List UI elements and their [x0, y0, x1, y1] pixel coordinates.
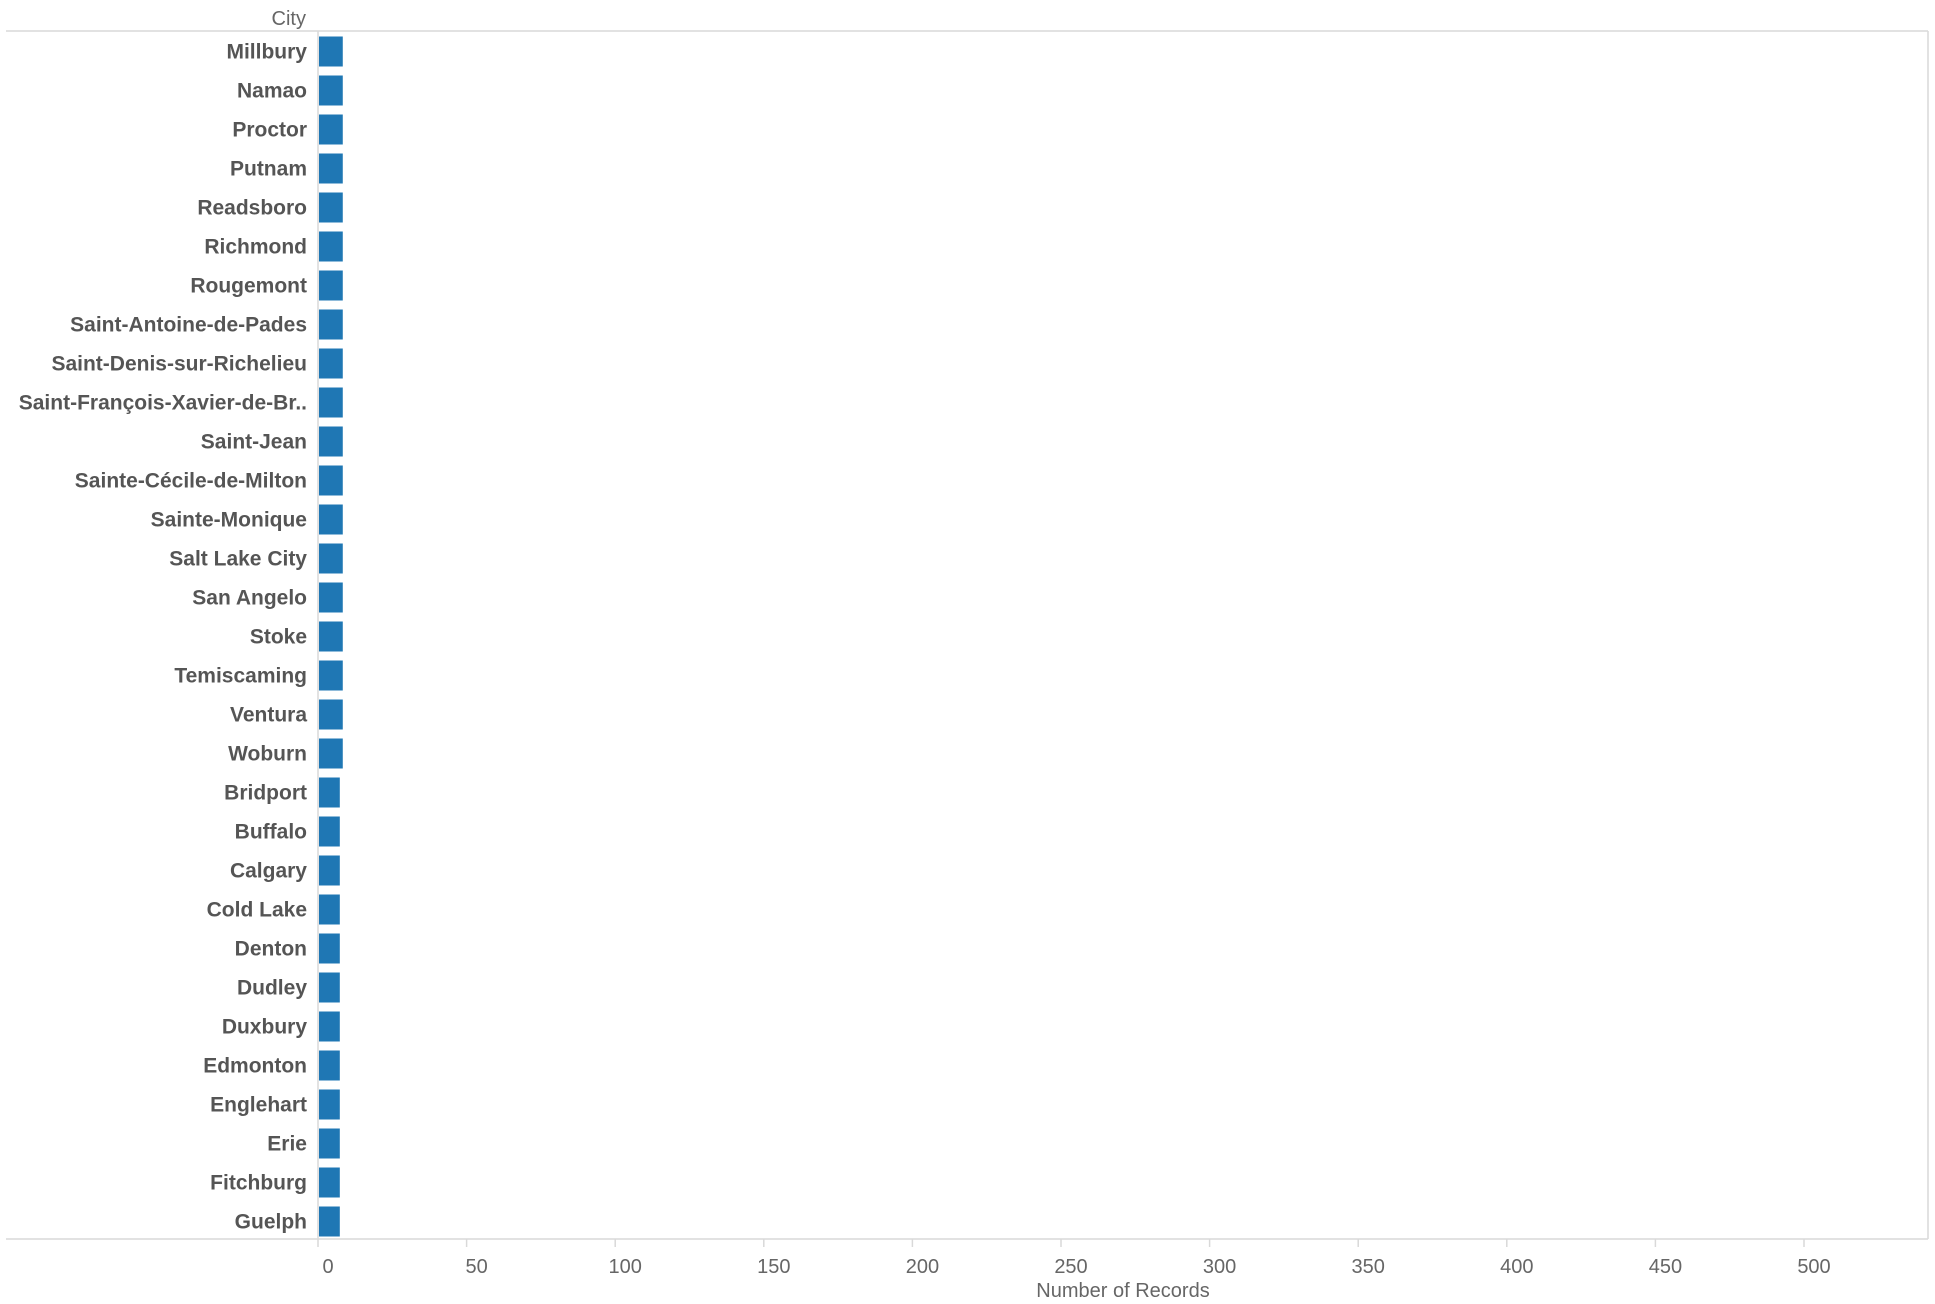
x-tick-label: 500: [1797, 1256, 1830, 1278]
bar[interactable]: [319, 36, 343, 67]
category-label: Edmonton: [203, 1055, 307, 1078]
bar[interactable]: [319, 75, 343, 106]
category-label: Saint-Denis-sur-Richelieu: [51, 353, 307, 376]
row-header-city: City: [272, 8, 306, 30]
bar[interactable]: [319, 504, 343, 535]
category-label: Saint-François-Xavier-de-Br..: [19, 392, 307, 415]
bar[interactable]: [319, 582, 343, 613]
x-tick-label: 350: [1352, 1256, 1385, 1278]
bar[interactable]: [319, 816, 340, 847]
category-label: Sainte-Cécile-de-Milton: [75, 470, 307, 493]
category-label: Richmond: [204, 236, 307, 259]
bar[interactable]: [319, 348, 343, 379]
x-tick-label: 200: [906, 1256, 939, 1278]
category-label: Bridport: [224, 782, 307, 805]
bar[interactable]: [319, 1050, 340, 1081]
category-label: Erie: [267, 1133, 307, 1156]
bar[interactable]: [319, 231, 343, 262]
bar[interactable]: [319, 153, 343, 184]
bar[interactable]: [319, 1011, 340, 1042]
category-label: Ventura: [230, 704, 307, 727]
bar[interactable]: [319, 660, 343, 691]
category-label: Fitchburg: [210, 1172, 307, 1195]
bar[interactable]: [319, 777, 340, 808]
bar[interactable]: [319, 972, 340, 1003]
category-label: Readsboro: [197, 197, 307, 220]
x-tick-label: 400: [1500, 1256, 1533, 1278]
x-ticks-group: 0 50 100 150 200 250 300 350 400 450 500: [317, 1239, 1831, 1278]
category-label: Calgary: [230, 860, 307, 883]
bar[interactable]: [319, 1206, 340, 1237]
category-label: Sainte-Monique: [151, 509, 307, 532]
x-tick-label: 300: [1203, 1256, 1236, 1278]
category-label: Stoke: [250, 626, 307, 649]
x-axis-title: Number of Records: [1036, 1280, 1209, 1302]
category-label: Proctor: [232, 119, 307, 142]
bar[interactable]: [319, 1089, 340, 1120]
category-label: Englehart: [210, 1094, 307, 1117]
bar[interactable]: [319, 387, 343, 418]
category-label: Dudley: [237, 977, 307, 1000]
category-label: Saint-Jean: [201, 431, 307, 454]
bar[interactable]: [319, 426, 343, 457]
category-label: Woburn: [228, 743, 307, 766]
x-tick-label: 250: [1054, 1256, 1087, 1278]
category-labels-group: Millbury Namao Proctor Putnam Readsboro Richm…: [19, 41, 308, 1234]
category-label: Putnam: [230, 158, 307, 181]
x-tick-label: 50: [465, 1256, 487, 1278]
category-label: Guelph: [235, 1211, 307, 1234]
category-label: Salt Lake City: [169, 548, 307, 571]
category-label: Namao: [237, 80, 307, 103]
x-tick-label: 150: [757, 1256, 790, 1278]
bar[interactable]: [319, 1167, 340, 1198]
category-label: Rougemont: [190, 275, 307, 298]
bars-group: [319, 36, 343, 1237]
category-label: Cold Lake: [207, 899, 307, 922]
category-label: Millbury: [226, 41, 307, 64]
bar[interactable]: [319, 621, 343, 652]
bar[interactable]: [319, 894, 340, 925]
bar[interactable]: [319, 465, 343, 496]
x-tick-label: 0: [322, 1256, 333, 1278]
category-label: Duxbury: [222, 1016, 308, 1039]
bar[interactable]: [319, 114, 343, 145]
bar[interactable]: [319, 309, 343, 340]
bar[interactable]: [319, 855, 340, 886]
bar[interactable]: [319, 1128, 340, 1159]
bar[interactable]: [319, 933, 340, 964]
bar[interactable]: [319, 738, 343, 769]
category-label: Temiscaming: [174, 665, 307, 688]
category-label: Denton: [235, 938, 307, 961]
category-label: Buffalo: [235, 821, 307, 844]
category-label: Saint-Antoine-de-Pades: [70, 314, 307, 337]
bar[interactable]: [319, 699, 343, 730]
bar[interactable]: [319, 270, 343, 301]
x-tick-label: 100: [609, 1256, 642, 1278]
bar[interactable]: [319, 543, 343, 574]
category-label: San Angelo: [192, 587, 307, 610]
x-tick-label: 450: [1649, 1256, 1682, 1278]
bar[interactable]: [319, 192, 343, 223]
